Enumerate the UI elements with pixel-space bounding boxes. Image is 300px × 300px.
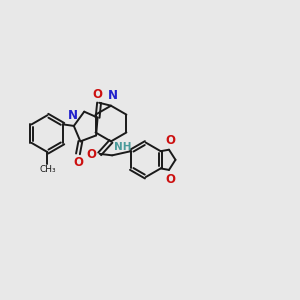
Text: O: O (166, 134, 176, 147)
Text: O: O (73, 156, 83, 169)
Text: O: O (86, 148, 96, 161)
Text: O: O (166, 173, 176, 186)
Text: NH: NH (114, 142, 131, 152)
Text: CH₃: CH₃ (39, 166, 56, 175)
Text: N: N (107, 89, 118, 102)
Text: N: N (68, 109, 78, 122)
Text: O: O (93, 88, 103, 101)
